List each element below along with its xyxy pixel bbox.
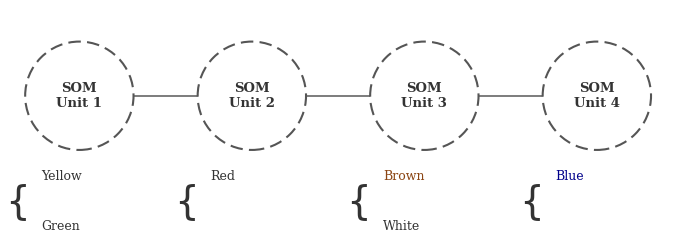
Text: {: { <box>519 183 544 220</box>
Text: Yellow: Yellow <box>41 170 82 183</box>
Text: {: { <box>174 183 199 220</box>
Ellipse shape <box>197 42 306 150</box>
Ellipse shape <box>542 42 651 150</box>
Text: Red: Red <box>210 170 235 183</box>
Text: Green: Green <box>41 220 80 233</box>
Text: SOM
Unit 2: SOM Unit 2 <box>229 82 275 110</box>
Text: SOM
Unit 1: SOM Unit 1 <box>57 82 102 110</box>
Text: SOM
Unit 4: SOM Unit 4 <box>574 82 620 110</box>
Ellipse shape <box>25 42 134 150</box>
Text: {: { <box>346 183 371 220</box>
Text: Blue: Blue <box>555 170 584 183</box>
Text: SOM
Unit 3: SOM Unit 3 <box>402 82 447 110</box>
Text: White: White <box>383 220 420 233</box>
Text: {: { <box>5 183 30 220</box>
Ellipse shape <box>370 42 479 150</box>
Text: Brown: Brown <box>383 170 424 183</box>
